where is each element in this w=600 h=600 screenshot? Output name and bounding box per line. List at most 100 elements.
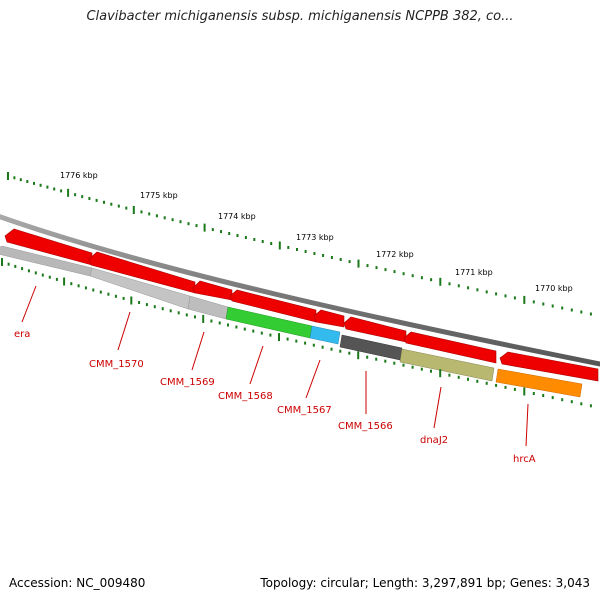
- ruler-minor-tick: [95, 198, 98, 202]
- ruler-minor-tick: [411, 365, 414, 369]
- map-title: Clavibacter michiganensis subsp. michiga…: [86, 9, 514, 24]
- ruler-minor-tick: [138, 301, 141, 304]
- ruler-minor-tick: [420, 367, 423, 371]
- ruler-minor-tick: [330, 347, 333, 351]
- ruler-minor-tick: [542, 394, 545, 397]
- accession-text: Accession: NC_009480: [9, 576, 146, 590]
- ruler-minor-tick: [13, 176, 16, 180]
- gene-label-cmm1570[interactable]: CMM_1570: [89, 359, 144, 370]
- ruler-minor-tick: [504, 385, 507, 389]
- ruler-minor-tick: [194, 315, 196, 319]
- ruler-minor-tick: [92, 288, 95, 292]
- ruler-minor-tick: [27, 269, 30, 273]
- ruler-minor-tick: [236, 234, 239, 237]
- ruler-minor-tick: [551, 396, 554, 400]
- ruler-minor-tick: [296, 248, 298, 251]
- gene-label-hrca[interactable]: hrcA: [513, 454, 536, 465]
- ruler-minor-tick: [375, 266, 378, 270]
- ruler-minor-tick: [513, 296, 516, 300]
- gene-block-hrca[interactable]: [495, 368, 583, 398]
- ruler-minor-tick: [161, 307, 164, 311]
- ruler-minor-tick: [580, 402, 583, 406]
- ruler-minor-tick: [220, 230, 222, 234]
- ruler-minor-tick: [304, 341, 307, 345]
- gene-label-cmm1567[interactable]: CMM_1567: [277, 405, 332, 416]
- ruler-minor-tick: [210, 319, 213, 323]
- ruler-minor-tick: [532, 300, 535, 304]
- ruler-minor-tick: [348, 260, 351, 264]
- ruler-minor-tick: [26, 180, 29, 183]
- ruler-label-1775: 1775 kbp: [140, 191, 178, 200]
- gene-block-cmm1566[interactable]: [339, 334, 403, 361]
- ruler-minor-tick: [570, 308, 573, 312]
- ruler-major-tick: [439, 369, 442, 378]
- ruler-minor-tick: [430, 369, 432, 373]
- ruler-minor-tick: [148, 212, 151, 216]
- ruler-minor-tick: [244, 236, 247, 239]
- ruler-minor-tick: [384, 359, 387, 363]
- cds-arrow[interactable]: [313, 309, 345, 328]
- ruler-major-tick: [67, 188, 70, 197]
- ruler-minor-tick: [286, 337, 289, 341]
- gene-label-dnaj2[interactable]: dnaJ2: [420, 435, 448, 446]
- gene-block-dnaj2[interactable]: [399, 348, 495, 382]
- ruler-minor-tick: [261, 240, 264, 243]
- ruler-minor-tick: [430, 278, 433, 282]
- ruler-label-1776: 1776 kbp: [60, 171, 98, 180]
- ruler-minor-tick: [252, 329, 255, 333]
- gene-label-cmm1569[interactable]: CMM_1569: [160, 377, 215, 388]
- ruler-major-tick: [202, 314, 205, 323]
- inner-ruler: [1, 258, 592, 408]
- ruler-minor-tick: [330, 256, 333, 259]
- ruler-minor-tick: [339, 349, 342, 353]
- ruler-minor-tick: [457, 375, 460, 379]
- gene-label-cmm1566[interactable]: CMM_1566: [338, 421, 393, 432]
- ruler-minor-tick: [366, 264, 369, 268]
- leader-cmm1570: [117, 311, 131, 351]
- ruler-minor-tick: [140, 210, 143, 214]
- ruler-minor-tick: [163, 216, 166, 220]
- cds-arrow[interactable]: [499, 351, 599, 382]
- genome-backbone: [0, 214, 600, 367]
- ruler-minor-tick: [411, 274, 414, 278]
- gene-label-cmm1568[interactable]: CMM_1568: [218, 391, 273, 402]
- ruler-minor-tick: [485, 290, 488, 294]
- ruler-minor-tick: [561, 306, 564, 310]
- ruler-label-1771: 1771 kbp: [455, 268, 493, 277]
- ruler-minor-tick: [34, 271, 37, 275]
- ruler-minor-tick: [366, 355, 369, 359]
- ruler-minor-tick: [551, 304, 554, 308]
- ruler-minor-tick: [513, 387, 516, 391]
- ruler-label-1774: 1774 kbp: [218, 212, 256, 221]
- cds-track: [4, 228, 599, 382]
- ruler-minor-tick: [14, 264, 17, 268]
- ruler-major-tick: [357, 351, 360, 360]
- ruler-minor-tick: [304, 250, 307, 253]
- ruler-minor-tick: [125, 206, 128, 210]
- ruler-minor-tick: [495, 292, 498, 296]
- ruler-minor-tick: [580, 310, 583, 314]
- ruler-minor-tick: [74, 193, 77, 197]
- ruler-minor-tick: [46, 185, 49, 189]
- ruler-major-tick: [63, 277, 66, 286]
- ruler-minor-tick: [402, 272, 405, 276]
- ruler-major-tick: [278, 241, 281, 250]
- ruler-minor-tick: [227, 323, 229, 327]
- ruler-major-tick: [439, 277, 442, 286]
- ruler-minor-tick: [476, 379, 479, 383]
- ruler-minor-tick: [77, 284, 80, 288]
- ruler-minor-tick: [107, 292, 110, 296]
- gene-track: [0, 245, 583, 398]
- ruler-minor-tick: [53, 187, 56, 191]
- ruler-minor-tick: [476, 288, 479, 292]
- ruler-major-tick: [132, 206, 135, 214]
- leader-cmm1567: [305, 359, 321, 399]
- ruler-minor-tick: [55, 277, 58, 281]
- ruler-major-tick: [130, 296, 133, 305]
- gene-label-era[interactable]: era: [14, 329, 30, 340]
- gene-block-cmm1567[interactable]: [309, 325, 341, 345]
- ruler-minor-tick: [60, 189, 63, 193]
- cds-arrow[interactable]: [403, 331, 497, 364]
- leader-hrca: [525, 403, 529, 447]
- ruler-minor-tick: [177, 311, 180, 315]
